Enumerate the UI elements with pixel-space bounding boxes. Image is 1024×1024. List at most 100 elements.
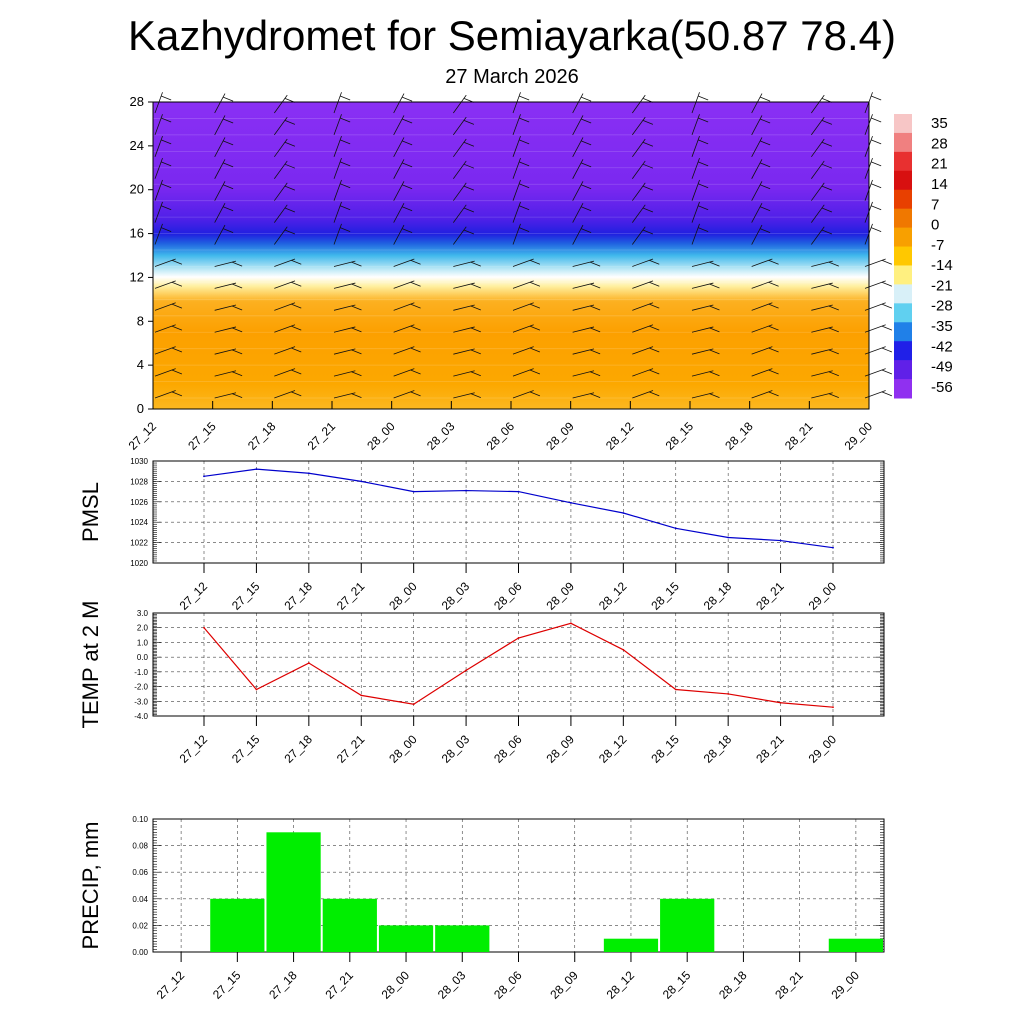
y-tick-label: 1020 [130,559,148,568]
x-tick-label: 27_12 [177,732,211,766]
x-tick-label: 28_00 [364,419,398,453]
wind-barb-flag [759,96,771,102]
wind-barb [512,92,521,114]
pmsl-point [727,536,730,539]
wind-barb-flag [828,283,839,289]
y-tick-label: 4 [137,357,144,372]
wind-barb-flag [519,183,530,189]
wind-barb-flag [642,163,654,169]
x-tick-label: 28_12 [596,732,630,766]
pmsl-point [674,527,677,530]
wind-barb-flag [171,369,183,375]
wind-barb-flag [589,327,601,333]
wind-barb-flag [410,281,421,287]
wind-barb [691,179,700,201]
wind-barb-flag [171,281,183,287]
wind-barb-flag [589,261,601,267]
precip-bar [660,898,715,952]
wind-barb [154,157,163,179]
pmsl-point [517,490,520,493]
wind-barb [691,92,700,114]
wind-barb-flag [649,347,660,353]
x-tick-label: 28_00 [386,579,420,613]
precip-axis-title: PRECIP, mm [78,822,103,950]
wind-barb-flag [821,229,833,235]
wind-barb-flag [529,391,541,397]
y-tick-label: 3.0 [137,609,149,618]
wind-barb-flag [642,229,654,235]
wind-barb-flag [401,140,413,146]
wind-barb-flag [231,393,243,399]
colorbar-swatch [894,151,912,172]
temp-2m-point [517,637,520,639]
temp-2m-frame [152,612,885,717]
wind-barb-flag [759,118,771,124]
wind-barb-flag [470,327,481,333]
y-tick-label: 0.04 [132,895,148,904]
wind-barb-flag [529,347,541,353]
wind-barb-flag [871,205,882,211]
wind-barb-flag [463,229,475,235]
x-tick-label: 27_18 [281,732,315,766]
temp-2m-line [203,622,834,708]
x-tick-label: 27_15 [229,732,263,766]
x-tick-label: 28_18 [701,732,735,766]
pmsl-point [412,490,415,493]
colorbar-label: -7 [931,237,944,254]
wind-barb-flag [291,391,302,397]
colorbar-swatch [894,379,912,399]
precip-bar [603,938,659,952]
wind-barb [512,223,521,245]
wind-barb-flag [709,305,720,311]
colorbar: 35 28 21 14 7 0 -7 -14 -21 -28 -35 -42 -49 -56 [894,114,953,399]
wind-barb-flag [871,227,882,232]
colorbar-label: 7 [931,196,939,213]
wind-barb-flag [589,393,601,399]
wind-barb-flag [284,185,296,191]
wind-barb-flag [410,303,421,309]
wind-barb-flag [759,228,771,234]
wind-barb-flag [759,184,771,190]
x-tick-label: 28_06 [491,732,525,766]
wind-barbs [154,92,893,399]
colorbar-label: 28 [931,135,948,152]
wind-barb [154,92,163,114]
wind-barb-flag [351,327,362,333]
y-tick-label: 12 [130,269,144,284]
y-tick-label: 1024 [130,518,148,527]
wind-barb-flag [171,303,183,309]
wind-barb-flag [759,140,771,146]
temp-2m-point [360,694,363,697]
y-tick-label: 1.0 [137,638,149,647]
wind-barb [333,201,342,223]
wind-barb [154,114,163,136]
wind-barb-flag [649,281,660,287]
wind-barb-flag [580,206,592,212]
wind-barb-flag [291,303,302,309]
colorbar-label: -49 [931,359,953,376]
precip-bar [322,898,377,952]
y-tick-label: 2.0 [137,624,149,633]
x-tick-label: 28_15 [648,579,682,613]
temp-2m-point [779,701,782,704]
page-subtitle: 27 March 2026 [445,66,579,88]
wind-barb-flag [529,369,541,375]
pmsl-point [255,468,258,471]
wind-barb-flag [698,117,709,123]
wind-barb-flag [284,207,296,213]
wind-barb-flag [642,207,654,213]
x-tick-label: 27_18 [266,968,300,1002]
x-tick-label: 28_15 [660,968,694,1002]
x-tick-label: 27_15 [229,579,263,613]
wind-barb [154,136,163,157]
wind-barb [512,179,521,201]
wind-barb-flag [171,259,183,265]
y-tick-label: 0.0 [137,653,149,662]
x-tick-label: 28_03 [435,968,469,1002]
y-tick-label: 0.00 [132,948,148,957]
wind-barb-flag [340,205,351,211]
wind-barb-flag [881,347,893,353]
wind-barb-flag [589,283,601,289]
wind-barb-flag [401,184,413,190]
wind-barb-flag [871,117,882,123]
